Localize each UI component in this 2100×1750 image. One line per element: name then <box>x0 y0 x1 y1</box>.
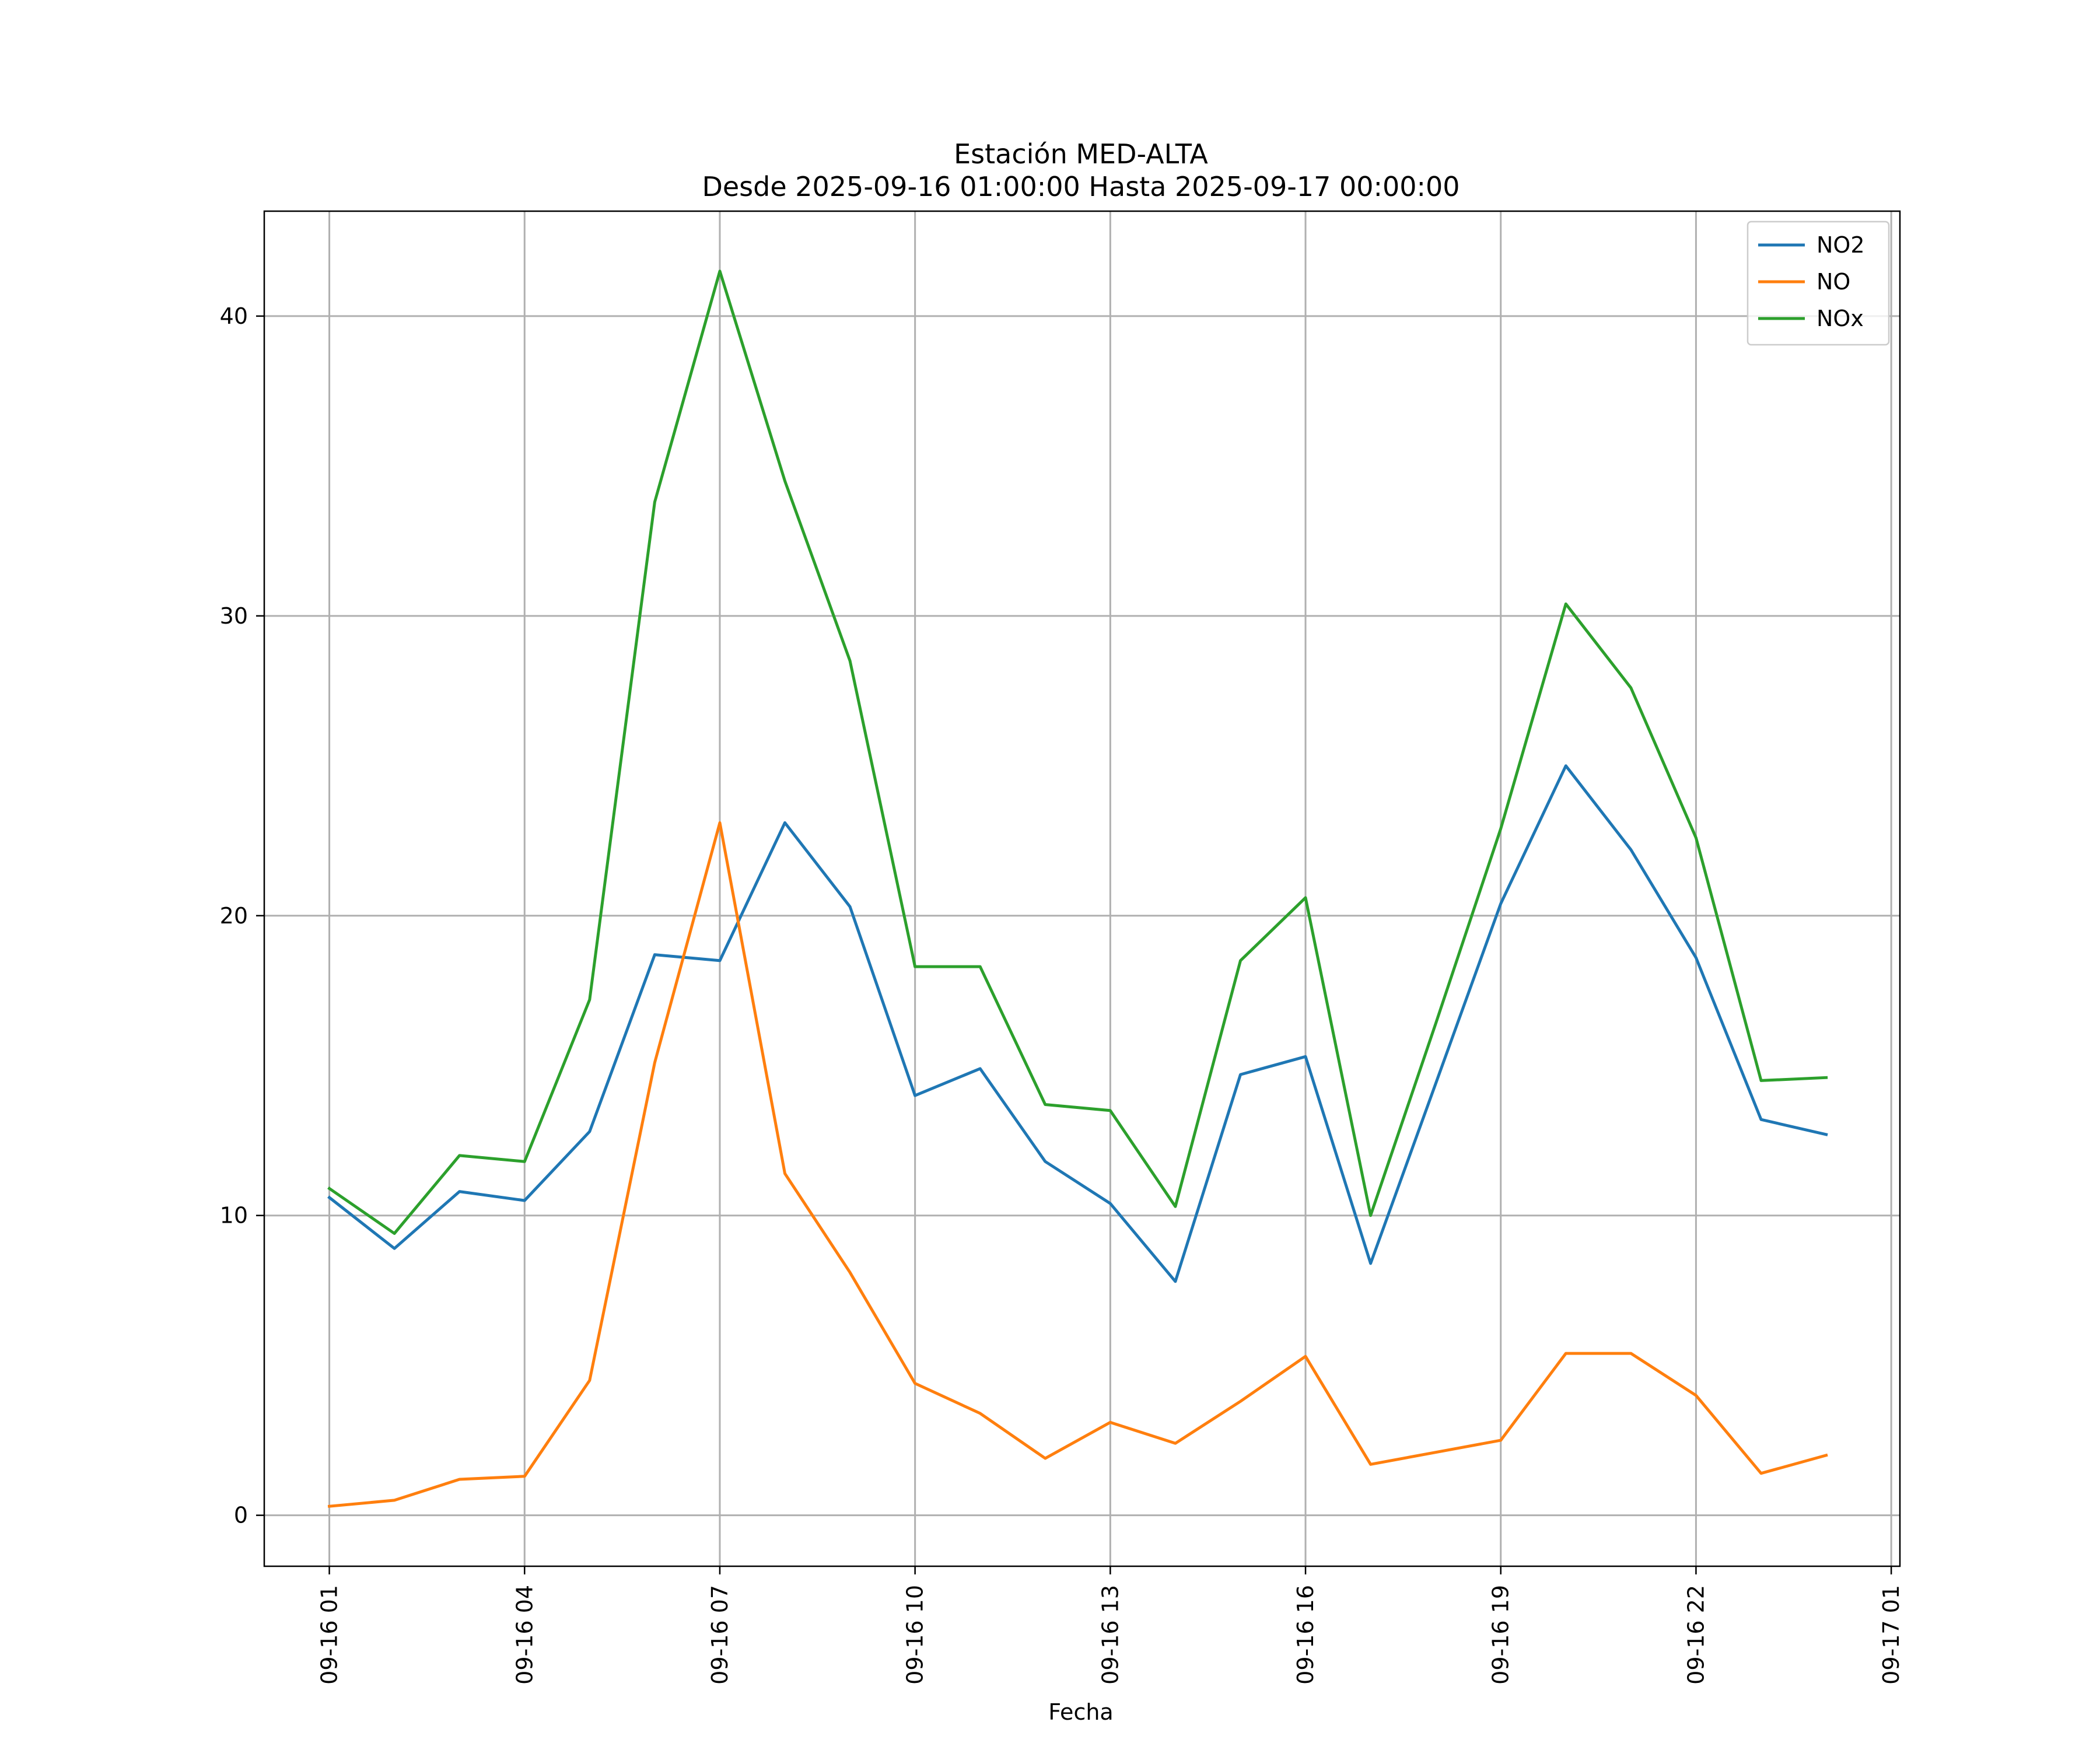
series-line-no <box>327 821 1828 1508</box>
x-tick-label: 09-17 01 <box>1878 1585 1904 1685</box>
x-tick-label: 09-16 19 <box>1488 1585 1514 1685</box>
chart-title: Estación MED-ALTA <box>954 138 1208 170</box>
legend-box <box>1746 220 1890 346</box>
x-tick-label: 09-16 01 <box>317 1585 342 1685</box>
x-tick-label: 09-16 22 <box>1683 1585 1709 1685</box>
x-tick-label: 09-16 13 <box>1097 1585 1123 1685</box>
series-layer <box>327 270 1828 1508</box>
legend-label-no: NO <box>1817 269 1850 295</box>
x-tick-label: 09-16 10 <box>902 1585 928 1685</box>
y-tick-label: 20 <box>220 903 248 929</box>
grid <box>264 211 1900 1566</box>
x-tick-label: 09-16 16 <box>1293 1585 1318 1685</box>
y-tick-label: 40 <box>220 303 248 329</box>
legend-label-no2: NO2 <box>1817 232 1865 258</box>
x-axis-label: Fecha <box>1048 1699 1113 1725</box>
series-line-no2 <box>327 764 1828 1283</box>
legend-label-nox: NOx <box>1817 306 1864 331</box>
y-tick-label: 10 <box>220 1203 248 1228</box>
x-axis-ticks: 09-16 01 09-16 04 09-16 07 09-16 10 09-16 13… <box>317 1566 1904 1685</box>
y-axis-ticks: 0 10 20 30 40 <box>220 303 264 1528</box>
series-line-nox <box>327 270 1828 1235</box>
chart-subtitle: Desde 2025-09-16 01:00:00 Hasta 2025-09-… <box>702 171 1460 202</box>
y-tick-label: 0 <box>234 1503 248 1528</box>
x-tick-label: 09-16 04 <box>512 1585 537 1685</box>
plot-area-frame <box>263 210 1901 1567</box>
y-tick-label: 30 <box>220 603 248 629</box>
x-tick-label: 09-16 07 <box>707 1585 733 1685</box>
legend: NO2 NO NOx <box>1746 220 1890 346</box>
